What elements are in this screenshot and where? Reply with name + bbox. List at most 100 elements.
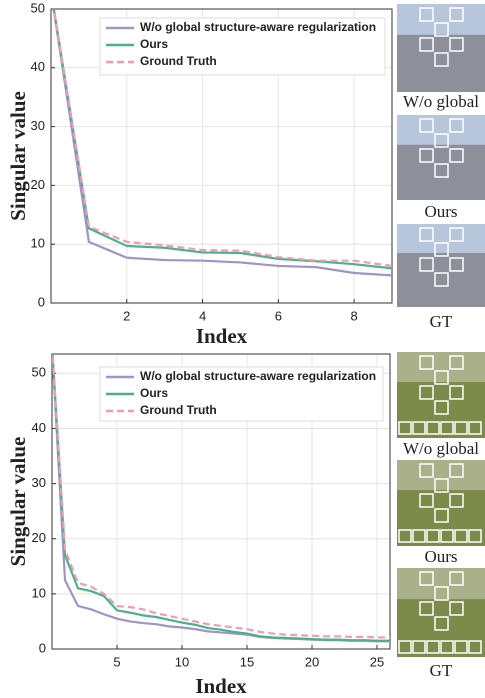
patch-box	[419, 493, 434, 508]
patch-box	[434, 22, 449, 37]
series-line	[52, 354, 390, 642]
image-thumbnail	[397, 224, 485, 307]
patch-box	[426, 421, 440, 435]
patch-box	[434, 133, 449, 148]
image-thumbnail	[397, 115, 485, 200]
patch-box	[449, 355, 464, 370]
legend-label: Ours	[140, 37, 168, 51]
x-tick-label: 8	[350, 308, 357, 323]
y-tick-label: 0	[38, 294, 45, 309]
plot-frame	[50, 8, 393, 304]
series-line	[52, 9, 392, 277]
image-thumbnail	[397, 4, 485, 92]
y-axis-label: Singular value	[6, 437, 30, 567]
patch-box	[419, 355, 434, 370]
legend: W/o global structure-aware regularizatio…	[99, 17, 386, 76]
legend-label: Ours	[140, 386, 168, 400]
legend-label: W/o global structure-aware regularizatio…	[140, 20, 376, 34]
y-tick-label: 40	[32, 420, 46, 435]
patch-box	[434, 163, 449, 178]
image-caption: W/o global	[403, 92, 479, 111]
patch-box	[434, 370, 449, 385]
image-sky	[397, 568, 485, 600]
patch-box	[449, 227, 464, 242]
patch-box	[449, 37, 464, 52]
patch-box	[449, 118, 464, 133]
patch-box	[449, 148, 464, 163]
image-caption: Ours	[424, 202, 457, 221]
image-thumbnail	[397, 460, 485, 546]
patch-box	[454, 640, 468, 654]
y-tick-label: 10	[32, 585, 46, 600]
plot-frame	[51, 353, 391, 650]
y-axis-label: Singular value	[6, 91, 30, 221]
x-tick-label: 20	[305, 654, 319, 669]
patch-box	[419, 571, 434, 586]
patch-box	[434, 52, 449, 67]
patch-box	[398, 640, 412, 654]
x-tick-label: 5	[113, 654, 120, 669]
image-caption: Ours	[424, 547, 457, 566]
patch-box	[449, 385, 464, 400]
image-thumbnail	[397, 568, 485, 657]
legend-label: Ground Truth	[140, 54, 217, 68]
patch-box	[434, 242, 449, 257]
patch-box	[412, 640, 426, 654]
legend-label: Ground Truth	[140, 403, 217, 417]
patch-box	[440, 421, 454, 435]
legend-box	[99, 17, 386, 76]
series-line	[52, 9, 392, 270]
y-tick-label: 40	[31, 59, 45, 74]
patch-box	[412, 421, 426, 435]
patch-box	[449, 7, 464, 22]
plot-lines	[52, 354, 390, 643]
patch-box	[434, 400, 449, 415]
image-caption: GT	[430, 661, 453, 680]
x-tick-label: 4	[199, 308, 206, 323]
image-sky	[397, 115, 485, 145]
patch-box	[468, 529, 482, 543]
image-sky	[397, 460, 485, 491]
legend-box	[99, 366, 384, 422]
image-caption: GT	[430, 312, 453, 331]
series-line	[52, 9, 392, 268]
patch-box	[454, 529, 468, 543]
x-axis-label: Index	[195, 674, 247, 698]
patch-box	[419, 148, 434, 163]
image-sky	[397, 4, 485, 35]
x-tick-label: 10	[175, 654, 189, 669]
patch-box	[449, 571, 464, 586]
patch-box	[419, 227, 434, 242]
plot-lines	[52, 9, 392, 277]
patch-box	[468, 421, 482, 435]
y-tick-label: 50	[31, 0, 45, 15]
y-tick-label: 0	[39, 640, 46, 655]
image-sky	[397, 224, 485, 254]
patch-box	[419, 7, 434, 22]
patch-box	[434, 616, 449, 631]
x-tick-label: 15	[240, 654, 254, 669]
x-tick-label: 2	[123, 308, 130, 323]
patch-box	[449, 257, 464, 272]
y-tick-label: 20	[32, 530, 46, 545]
patch-box	[449, 601, 464, 616]
patch-box	[454, 421, 468, 435]
patch-box	[449, 493, 464, 508]
patch-box	[434, 272, 449, 287]
patch-box	[434, 478, 449, 493]
legend-label: W/o global structure-aware regularizatio…	[140, 369, 376, 383]
patch-box	[426, 529, 440, 543]
patch-box	[440, 640, 454, 654]
patch-box	[419, 257, 434, 272]
patch-box	[419, 385, 434, 400]
patch-box	[412, 529, 426, 543]
x-tick-label: 25	[370, 654, 384, 669]
patch-box	[440, 529, 454, 543]
patch-box	[419, 601, 434, 616]
x-tick-label: 6	[275, 308, 282, 323]
y-tick-label: 30	[32, 475, 46, 490]
patch-box	[434, 508, 449, 523]
legend: W/o global structure-aware regularizatio…	[99, 366, 384, 422]
y-tick-label: 50	[32, 365, 46, 380]
